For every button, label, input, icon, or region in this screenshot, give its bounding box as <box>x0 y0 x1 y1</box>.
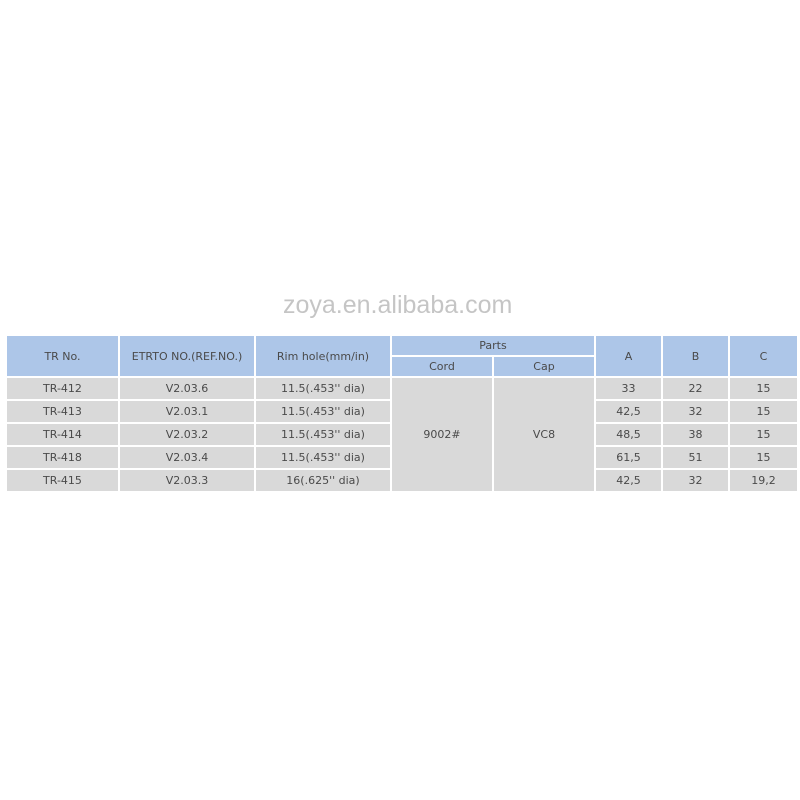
cell-etrto: V2.03.1 <box>120 401 254 422</box>
cell-rim-hole: 11.5(.453'' dia) <box>256 378 390 399</box>
header-a: A <box>596 336 662 376</box>
cell-etrto: V2.03.6 <box>120 378 254 399</box>
spec-table: TR No. ETRTO NO.(REF.NO.) Rim hole(mm/in… <box>5 334 799 493</box>
cell-tr-no: TR-412 <box>7 378 118 399</box>
cell-c: 19,2 <box>730 470 798 491</box>
cell-rim-hole: 11.5(.453'' dia) <box>256 447 390 468</box>
cell-rim-hole: 11.5(.453'' dia) <box>256 401 390 422</box>
cell-a: 48,5 <box>596 424 662 445</box>
cell-c: 15 <box>730 447 798 468</box>
cell-b: 32 <box>663 470 729 491</box>
cell-b: 51 <box>663 447 729 468</box>
cell-a: 61,5 <box>596 447 662 468</box>
header-cap: Cap <box>494 357 595 376</box>
cell-etrto: V2.03.4 <box>120 447 254 468</box>
cell-c: 15 <box>730 378 798 399</box>
header-etrto: ETRTO NO.(REF.NO.) <box>120 336 254 376</box>
cell-rim-hole: 11.5(.453'' dia) <box>256 424 390 445</box>
cell-c: 15 <box>730 424 798 445</box>
cell-tr-no: TR-414 <box>7 424 118 445</box>
header-b: B <box>663 336 729 376</box>
table-row: TR-418 V2.03.4 11.5(.453'' dia) 61,5 51 … <box>7 447 798 468</box>
cell-cap: VC8 <box>494 378 595 491</box>
cell-tr-no: TR-413 <box>7 401 118 422</box>
cell-b: 32 <box>663 401 729 422</box>
cell-cord: 9002# <box>392 378 492 491</box>
header-parts: Parts <box>392 336 595 355</box>
header-rim-hole: Rim hole(mm/in) <box>256 336 390 376</box>
table-row: TR-413 V2.03.1 11.5(.453'' dia) 42,5 32 … <box>7 401 798 422</box>
cell-c: 15 <box>730 401 798 422</box>
cell-tr-no: TR-415 <box>7 470 118 491</box>
cell-etrto: V2.03.2 <box>120 424 254 445</box>
table-row: TR-415 V2.03.3 16(.625'' dia) 42,5 32 19… <box>7 470 798 491</box>
cell-a: 42,5 <box>596 470 662 491</box>
header-tr-no: TR No. <box>7 336 118 376</box>
cell-etrto: V2.03.3 <box>120 470 254 491</box>
header-c: C <box>730 336 798 376</box>
header-row: TR No. ETRTO NO.(REF.NO.) Rim hole(mm/in… <box>7 336 798 376</box>
cell-b: 38 <box>663 424 729 445</box>
cell-b: 22 <box>663 378 729 399</box>
header-cord: Cord <box>392 357 492 376</box>
watermark: zoya.en.alibaba.com <box>283 291 513 319</box>
cell-rim-hole: 16(.625'' dia) <box>256 470 390 491</box>
table-row: TR-414 V2.03.2 11.5(.453'' dia) 48,5 38 … <box>7 424 798 445</box>
cell-a: 33 <box>596 378 662 399</box>
cell-a: 42,5 <box>596 401 662 422</box>
cell-tr-no: TR-418 <box>7 447 118 468</box>
subheader-row: Cord Cap <box>7 357 797 376</box>
table-row: TR-412 V2.03.6 11.5(.453'' dia) 9002# VC… <box>7 378 798 491</box>
